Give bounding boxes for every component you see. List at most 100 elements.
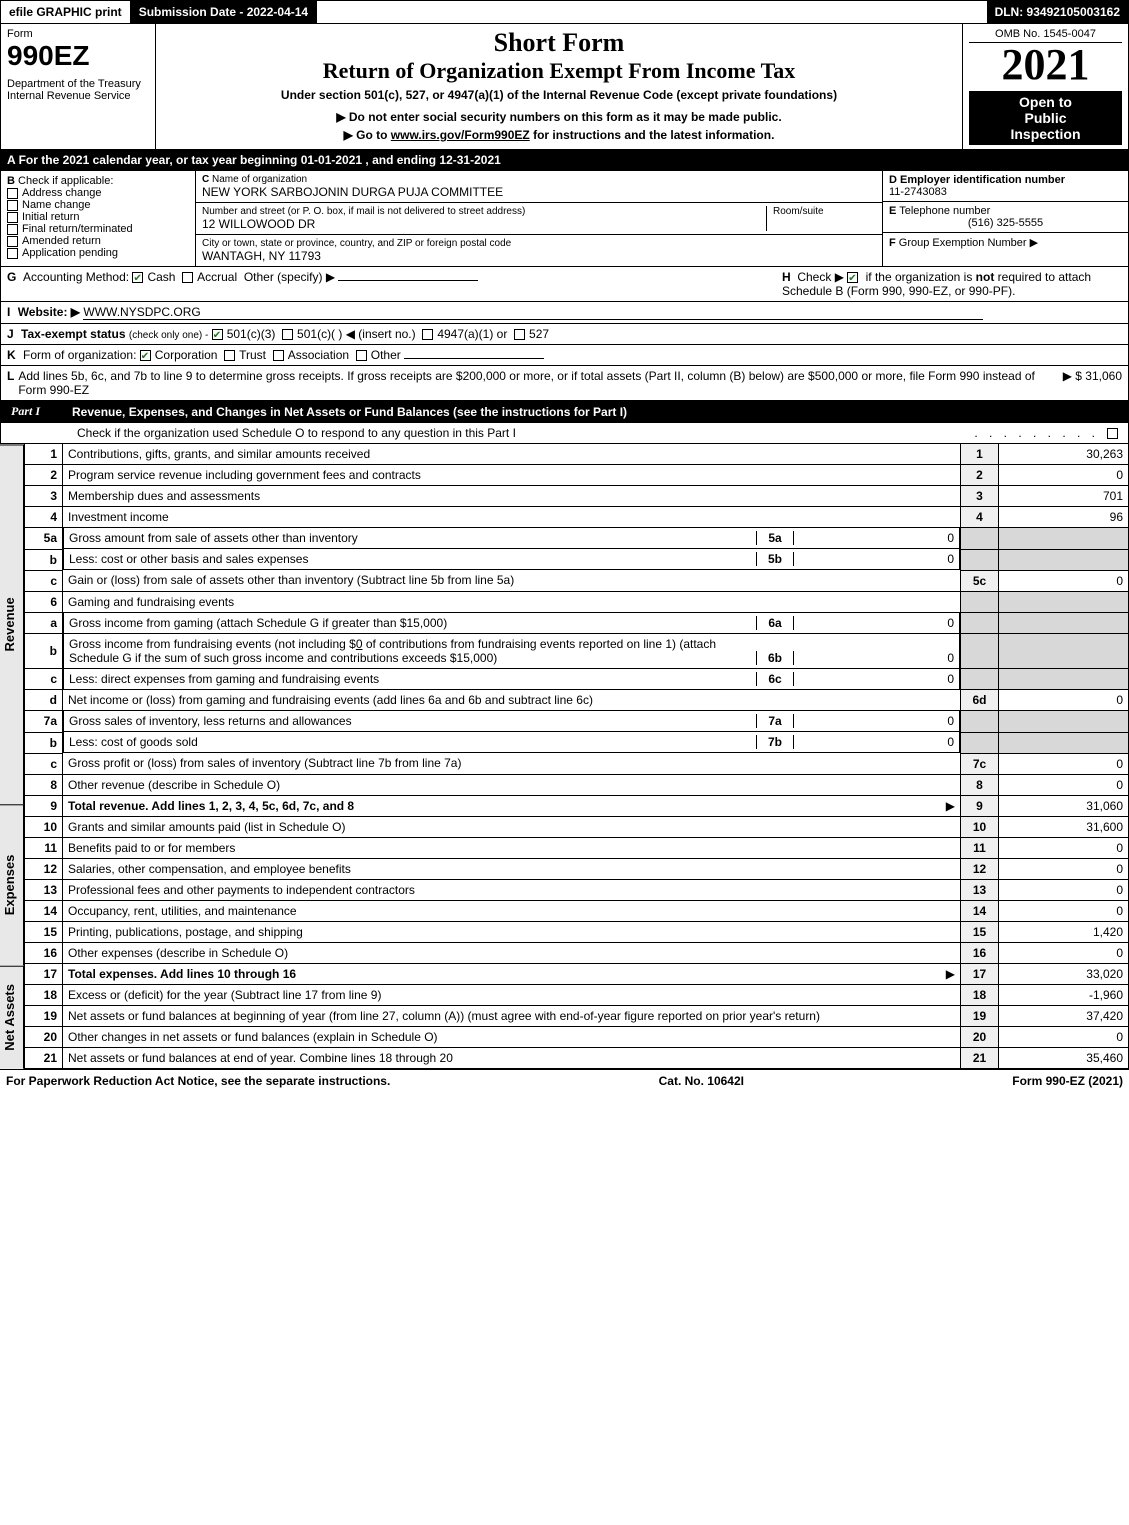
row-11: 11Benefits paid to or for members110	[25, 837, 1129, 858]
val-8: 0	[999, 774, 1129, 795]
checkbox-amended-return[interactable]	[7, 236, 18, 247]
line-A: A For the 2021 calendar year, or tax yea…	[0, 150, 1129, 171]
row-3: 3Membership dues and assessments3701	[25, 486, 1129, 507]
telephone: (516) 325-5555	[889, 217, 1122, 229]
footer-left: For Paperwork Reduction Act Notice, see …	[6, 1074, 390, 1088]
netassets-vlabel: Net Assets	[0, 966, 24, 1069]
part-label: Part I	[1, 401, 58, 422]
section-BCDEF: B Check if applicable: Address change Na…	[0, 171, 1129, 267]
checkbox-H[interactable]	[847, 272, 858, 283]
val-12: 0	[999, 858, 1129, 879]
val-17: 33,020	[999, 963, 1129, 984]
tax-year: 2021	[969, 43, 1122, 87]
submission-date: Submission Date - 2022-04-14	[131, 1, 317, 23]
row-9: 9Total revenue. Add lines 1, 2, 3, 4, 5c…	[25, 795, 1129, 816]
form-number: 990EZ	[7, 40, 149, 72]
row-16: 16Other expenses (describe in Schedule O…	[25, 942, 1129, 963]
checkbox-trust[interactable]	[224, 350, 235, 361]
checkbox-accrual[interactable]	[182, 272, 193, 283]
ein: 11-2743083	[889, 186, 947, 198]
val-2: 0	[999, 465, 1129, 486]
checkbox-initial-return[interactable]	[7, 212, 18, 223]
checkbox-name-change[interactable]	[7, 200, 18, 211]
irs-label: Internal Revenue Service	[7, 90, 149, 102]
checkbox-association[interactable]	[273, 350, 284, 361]
row-5c: cGain or (loss) from sale of assets othe…	[25, 570, 1129, 591]
part-1-body: Revenue Expenses Net Assets 1Contributio…	[0, 444, 1129, 1069]
header-left: Form 990EZ Department of the Treasury In…	[1, 24, 156, 149]
row-12: 12Salaries, other compensation, and empl…	[25, 858, 1129, 879]
org-city: WANTAGH, NY 11793	[202, 249, 876, 263]
dln: DLN: 93492105003162	[987, 1, 1128, 23]
open-public-inspection: Open to Public Inspection	[969, 91, 1122, 145]
checkbox-address-change[interactable]	[7, 188, 18, 199]
line-I: I Website: ▶ WWW.NYSDPC.ORG	[0, 302, 1129, 324]
website: WWW.NYSDPC.ORG	[83, 305, 983, 320]
val-14: 0	[999, 900, 1129, 921]
row-2: 2Program service revenue including gover…	[25, 465, 1129, 486]
part-1-check: Check if the organization used Schedule …	[0, 423, 1129, 444]
val-15: 1,420	[999, 921, 1129, 942]
row-8: 8Other revenue (describe in Schedule O)8…	[25, 774, 1129, 795]
header-mid: Short Form Return of Organization Exempt…	[156, 24, 963, 149]
line-J: J Tax-exempt status (check only one) - 5…	[0, 324, 1129, 345]
val-21: 35,460	[999, 1047, 1129, 1068]
short-form-title: Short Form	[164, 28, 954, 58]
note-ssn: ▶ Do not enter social security numbers o…	[164, 110, 954, 124]
checkbox-4947[interactable]	[422, 329, 433, 340]
part-title: Revenue, Expenses, and Changes in Net As…	[66, 402, 1128, 422]
checkbox-501c3[interactable]	[212, 329, 223, 340]
line-K: K Form of organization: Corporation Trus…	[0, 345, 1129, 366]
checkbox-501c[interactable]	[282, 329, 293, 340]
row-5b: bLess: cost or other basis and sales exp…	[25, 549, 1129, 570]
dept-treasury: Department of the Treasury	[7, 78, 149, 90]
row-20: 20Other changes in net assets or fund ba…	[25, 1026, 1129, 1047]
checkbox-corporation[interactable]	[140, 350, 151, 361]
val-10: 31,600	[999, 816, 1129, 837]
row-6: 6Gaming and fundraising events	[25, 591, 1129, 612]
footer-mid: Cat. No. 10642I	[659, 1074, 744, 1088]
row-6c: cLess: direct expenses from gaming and f…	[25, 669, 1129, 690]
col-C: C Name of organization NEW YORK SARBOJON…	[196, 171, 883, 266]
under-section: Under section 501(c), 527, or 4947(a)(1)…	[164, 88, 954, 102]
form-word: Form	[7, 28, 149, 40]
row-7b: bLess: cost of goods sold7b0	[25, 732, 1129, 753]
val-5c: 0	[999, 570, 1129, 591]
expenses-vlabel: Expenses	[0, 804, 24, 965]
val-6d: 0	[999, 690, 1129, 711]
checkbox-schedule-o[interactable]	[1107, 428, 1118, 439]
org-name: NEW YORK SARBOJONIN DURGA PUJA COMMITTEE	[202, 185, 876, 199]
row-21: 21Net assets or fund balances at end of …	[25, 1047, 1129, 1068]
row-17: 17Total expenses. Add lines 10 through 1…	[25, 963, 1129, 984]
val-20: 0	[999, 1026, 1129, 1047]
irs-link[interactable]: www.irs.gov/Form990EZ	[391, 128, 530, 142]
top-bar: efile GRAPHIC print Submission Date - 20…	[0, 0, 1129, 24]
checkbox-final-return[interactable]	[7, 224, 18, 235]
row-6d: dNet income or (loss) from gaming and fu…	[25, 690, 1129, 711]
checkbox-application-pending[interactable]	[7, 248, 18, 259]
row-15: 15Printing, publications, postage, and s…	[25, 921, 1129, 942]
row-14: 14Occupancy, rent, utilities, and mainte…	[25, 900, 1129, 921]
val-18: -1,960	[999, 984, 1129, 1005]
val-1: 30,263	[999, 444, 1129, 465]
revenue-vlabel: Revenue	[0, 444, 24, 804]
room-suite-label: Room/suite	[773, 206, 876, 217]
part-1-header: Part I Revenue, Expenses, and Changes in…	[0, 401, 1129, 423]
line-L: L Add lines 5b, 6c, and 7b to line 9 to …	[0, 366, 1129, 401]
efile-print[interactable]: efile GRAPHIC print	[1, 1, 131, 23]
row-5a: 5aGross amount from sale of assets other…	[25, 528, 1129, 550]
line-GH: G Accounting Method: Cash Accrual Other …	[0, 267, 1129, 302]
org-street: 12 WILLOWOOD DR	[202, 217, 766, 231]
col-B: B Check if applicable: Address change Na…	[1, 171, 196, 266]
val-11: 0	[999, 837, 1129, 858]
checkbox-527[interactable]	[514, 329, 525, 340]
checkbox-cash[interactable]	[132, 272, 143, 283]
return-title: Return of Organization Exempt From Incom…	[164, 58, 954, 84]
val-16: 0	[999, 942, 1129, 963]
spacer	[317, 1, 986, 23]
val-19: 37,420	[999, 1005, 1129, 1026]
header-right: OMB No. 1545-0047 2021 Open to Public In…	[963, 24, 1128, 149]
checkbox-other-org[interactable]	[356, 350, 367, 361]
row-10: 10Grants and similar amounts paid (list …	[25, 816, 1129, 837]
val-7c: 0	[999, 753, 1129, 774]
